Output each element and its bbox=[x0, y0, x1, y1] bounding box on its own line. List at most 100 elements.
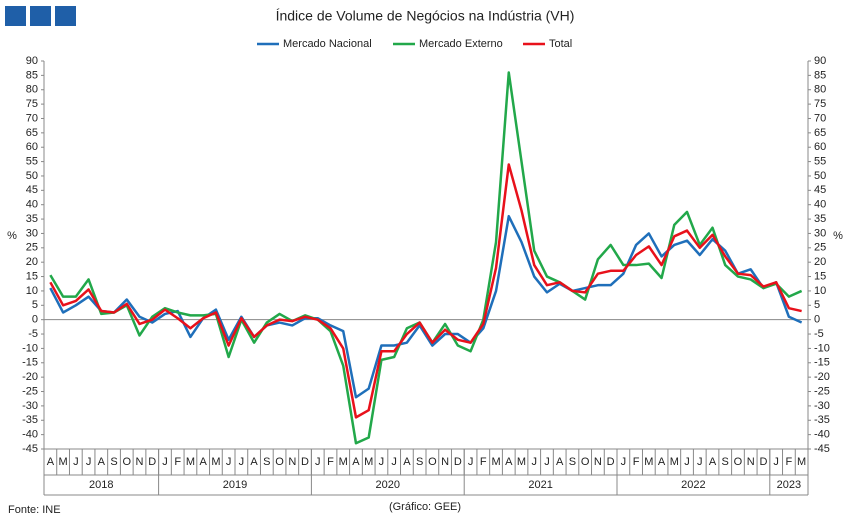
x-tick-label: J bbox=[73, 456, 79, 468]
x-tick-label: M bbox=[670, 456, 679, 468]
x-tick-label: M bbox=[339, 456, 348, 468]
x-tick-label: M bbox=[211, 456, 220, 468]
y-tick-label: -15 bbox=[22, 357, 38, 369]
y-tick-label: -25 bbox=[22, 385, 38, 397]
x-tick-label: A bbox=[403, 456, 411, 468]
x-tick-label: N bbox=[441, 456, 449, 468]
x-tick-label: J bbox=[379, 456, 385, 468]
logo-block bbox=[5, 6, 26, 26]
x-tick-label: J bbox=[773, 456, 779, 468]
y-tick-label: 55 bbox=[26, 155, 38, 167]
y-tick-label: -45 bbox=[22, 443, 38, 455]
x-tick-label: S bbox=[569, 456, 576, 468]
x-tick-label: D bbox=[301, 456, 309, 468]
y-tick-label: 65 bbox=[26, 127, 38, 139]
credit: (Gráfico: GEE) bbox=[389, 501, 461, 513]
chart-title: Índice de Volume de Negócios na Indústri… bbox=[276, 8, 575, 24]
x-tick-label: N bbox=[288, 456, 296, 468]
x-tick-label: J bbox=[162, 456, 168, 468]
series-line bbox=[49, 214, 803, 399]
y2-tick-label: -20 bbox=[814, 371, 830, 383]
x-tick-label: F bbox=[633, 456, 640, 468]
x-tick-label: N bbox=[594, 456, 602, 468]
x-tick-label: J bbox=[697, 456, 703, 468]
x-tick-label: J bbox=[226, 456, 232, 468]
y2-tick-label: 80 bbox=[814, 84, 826, 96]
y-tick-label: -35 bbox=[22, 414, 38, 426]
y-tick-label: -30 bbox=[22, 400, 38, 412]
x-tick-label: D bbox=[607, 456, 615, 468]
y-tick-label: 35 bbox=[26, 213, 38, 225]
y-tick-label: 10 bbox=[26, 285, 38, 297]
y2-tick-label: -25 bbox=[814, 385, 830, 397]
y-tick-label: 25 bbox=[26, 242, 38, 254]
y-tick-label: 60 bbox=[26, 141, 38, 153]
y-tick-label: -5 bbox=[28, 328, 38, 340]
y-tick-label: -10 bbox=[22, 342, 38, 354]
source: Fonte: INE bbox=[8, 504, 61, 516]
x-tick-label: J bbox=[391, 456, 397, 468]
x-tick-label: J bbox=[544, 456, 550, 468]
y2-tick-label: 75 bbox=[814, 98, 826, 110]
year-label: 2022 bbox=[681, 479, 705, 491]
y-tick-label: 85 bbox=[26, 69, 38, 81]
y2-tick-label: 40 bbox=[814, 199, 826, 211]
y2-tick-label: 85 bbox=[814, 69, 826, 81]
y2-tick-label: -40 bbox=[814, 429, 830, 441]
x-tick-label: M bbox=[364, 456, 373, 468]
legend-label: Mercado Externo bbox=[419, 38, 503, 50]
x-tick-label: A bbox=[709, 456, 717, 468]
x-tick-label: A bbox=[556, 456, 564, 468]
x-tick-label: A bbox=[352, 456, 360, 468]
legend-label: Mercado Nacional bbox=[283, 38, 372, 50]
x-tick-label: S bbox=[416, 456, 423, 468]
x-tick-label: O bbox=[122, 456, 131, 468]
x-tick-label: A bbox=[98, 456, 106, 468]
x-tick-label: M bbox=[797, 456, 806, 468]
y-tick-label: 30 bbox=[26, 227, 38, 239]
year-label: 2023 bbox=[777, 479, 801, 491]
y-tick-label: 15 bbox=[26, 270, 38, 282]
x-tick-label: J bbox=[315, 456, 321, 468]
x-tick-label: N bbox=[747, 456, 755, 468]
x-tick-label: F bbox=[327, 456, 334, 468]
y-tick-label: 5 bbox=[32, 299, 38, 311]
y2-tick-label: 20 bbox=[814, 256, 826, 268]
x-tick-label: A bbox=[250, 456, 258, 468]
x-tick-label: M bbox=[59, 456, 68, 468]
y2-tick-label: 60 bbox=[814, 141, 826, 153]
y-tick-label: 45 bbox=[26, 184, 38, 196]
y-axis-label: % bbox=[7, 230, 17, 242]
y2-tick-label: -15 bbox=[814, 357, 830, 369]
x-tick-label: D bbox=[454, 456, 462, 468]
y-tick-label: 20 bbox=[26, 256, 38, 268]
y2-tick-label: 25 bbox=[814, 242, 826, 254]
y-tick-label: 0 bbox=[32, 314, 38, 326]
x-tick-label: S bbox=[722, 456, 729, 468]
y-tick-label: 80 bbox=[26, 84, 38, 96]
y2-axis-label: % bbox=[833, 230, 843, 242]
y-tick-label: 75 bbox=[26, 98, 38, 110]
y2-tick-label: 5 bbox=[814, 299, 820, 311]
y2-tick-label: -30 bbox=[814, 400, 830, 412]
y2-tick-label: 90 bbox=[814, 55, 826, 67]
y2-tick-label: 55 bbox=[814, 155, 826, 167]
y2-tick-label: -45 bbox=[814, 443, 830, 455]
y2-tick-label: -35 bbox=[814, 414, 830, 426]
x-tick-label: S bbox=[110, 456, 117, 468]
x-tick-label: O bbox=[428, 456, 437, 468]
y-tick-label: 40 bbox=[26, 199, 38, 211]
x-tick-label: O bbox=[734, 456, 743, 468]
y-tick-label: -20 bbox=[22, 371, 38, 383]
x-tick-label: N bbox=[136, 456, 144, 468]
x-tick-label: A bbox=[505, 456, 513, 468]
x-tick-label: J bbox=[684, 456, 690, 468]
y-tick-label: 50 bbox=[26, 170, 38, 182]
series-line bbox=[49, 71, 803, 445]
logo-block bbox=[55, 6, 76, 26]
x-tick-label: M bbox=[644, 456, 653, 468]
x-tick-label: A bbox=[47, 456, 55, 468]
y2-tick-label: 10 bbox=[814, 285, 826, 297]
y2-tick-label: 65 bbox=[814, 127, 826, 139]
